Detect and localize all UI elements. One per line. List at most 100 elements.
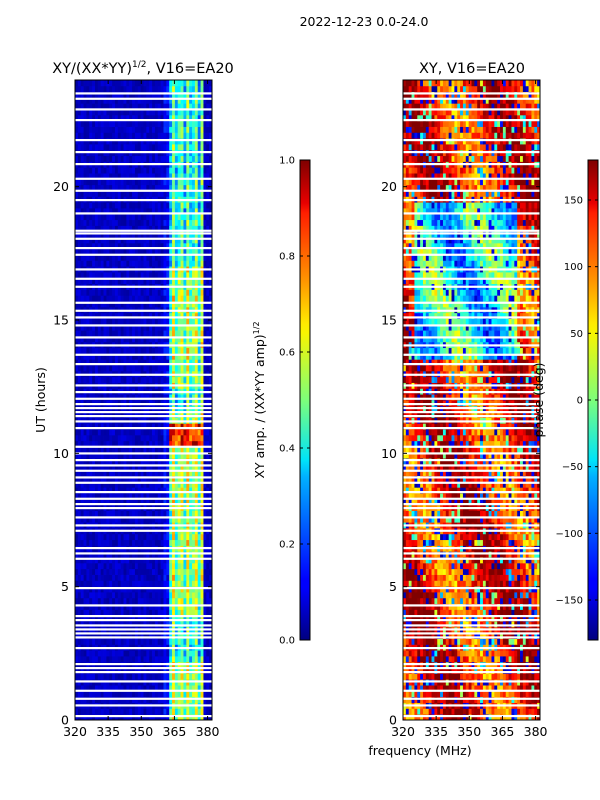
amplitude-heatmap-cell [97, 272, 102, 279]
amplitude-heatmap-cell [114, 464, 119, 471]
amplitude-heatmap-cell [192, 254, 196, 261]
amplitude-heatmap-cell [209, 714, 213, 721]
amplitude-heatmap-cell [132, 592, 136, 599]
amplitude-heatmap-cell [146, 539, 150, 546]
amplitude-heatmap-cell [160, 568, 164, 575]
amplitude-heatmap-cell [192, 155, 196, 162]
amplitude-heatmap-cell [169, 178, 173, 186]
amplitude-heatmap-cell [149, 498, 153, 506]
amplitude-heatmap-cell [169, 592, 173, 599]
amplitude-heatmap-cell [100, 586, 104, 593]
amplitude-heatmap-cell [77, 277, 82, 285]
amplitude-heatmap-cell [109, 312, 113, 319]
amplitude-heatmap-cell [117, 586, 122, 593]
amplitude-heatmap-cell [143, 167, 147, 174]
amplitude-heatmap-cell [177, 685, 181, 692]
amplitude-heatmap-cell [180, 562, 184, 570]
amplitude-heatmap-cell [86, 324, 90, 331]
amplitude-heatmap-cell [203, 411, 207, 418]
amplitude-heatmap-cell [146, 190, 150, 197]
amplitude-heatmap-cell [163, 336, 167, 343]
amplitude-heatmap-cell [200, 312, 204, 319]
amplitude-heatmap-cell [97, 114, 102, 122]
amplitude-heatmap-cell [177, 539, 181, 546]
amplitude-heatmap-cell [126, 336, 130, 343]
amplitude-heatmap-cell [163, 277, 167, 285]
amplitude-heatmap-cell [203, 580, 207, 587]
amplitude-heatmap-cell [114, 469, 119, 477]
amplitude-heatmap-cell [123, 440, 127, 447]
amplitude-heatmap-cell [194, 714, 199, 721]
amplitude-heatmap-cell [114, 533, 119, 541]
amplitude-heatmap-cell [203, 359, 207, 366]
amplitude-heatmap-cell [129, 638, 133, 645]
amplitude-heatmap-cell [103, 440, 107, 447]
amplitude-heatmap-cell [174, 568, 179, 575]
amplitude-heatmap-cell [206, 498, 210, 506]
amplitude-heatmap-cell [134, 539, 139, 546]
amplitude-heatmap-cell [117, 440, 122, 447]
amplitude-heatmap-cell [200, 498, 204, 506]
amplitude-heatmap-cell [209, 144, 213, 151]
amplitude-heatmap-cell [152, 178, 156, 186]
amplitude-heatmap-cell [83, 295, 87, 302]
amplitude-heatmap-cell [92, 592, 96, 599]
amplitude-heatmap-cell [83, 144, 87, 151]
amplitude-heatmap-cell [160, 376, 164, 383]
amplitude-heatmap-cell [100, 580, 104, 587]
amplitude-heatmap-cell [112, 603, 116, 610]
amplitude-heatmap-cell [180, 376, 184, 383]
amplitude-heatmap-cell [177, 458, 181, 465]
amplitude-heatmap-cell [106, 568, 110, 575]
amplitude-heatmap-cell [120, 533, 124, 541]
amplitude-heatmap-cell [183, 120, 187, 127]
amplitude-heatmap-cell [112, 574, 116, 581]
amplitude-heatmap-cell [86, 126, 90, 133]
amplitude-heatmap-cell [154, 225, 159, 232]
amplitude-heatmap-cell [163, 498, 167, 506]
amplitude-heatmap-cell [183, 394, 187, 401]
amplitude-heatmap-cell [140, 510, 144, 517]
amplitude-heatmap-cell [112, 667, 116, 674]
amplitude-heatmap-cell [157, 190, 162, 197]
amplitude-heatmap-cell [180, 126, 184, 133]
amplitude-heatmap-cell [169, 580, 173, 587]
amplitude-heatmap-cell [120, 260, 124, 267]
amplitude-heatmap-cell [192, 557, 196, 564]
amplitude-heatmap-cell [89, 237, 93, 244]
amplitude-heatmap-cell [149, 586, 153, 593]
amplitude-heatmap-cell [183, 481, 187, 488]
amplitude-heatmap-cell [149, 365, 153, 372]
amplitude-heatmap-cell [143, 173, 147, 180]
amplitude-heatmap-cell [189, 586, 193, 593]
amplitude-heatmap-cell [166, 656, 170, 663]
amplitude-heatmap-cell [157, 621, 162, 628]
amplitude-heatmap-cell [114, 714, 119, 721]
amplitude-heatmap-cell [174, 440, 179, 447]
amplitude-heatmap-cell [174, 533, 179, 541]
amplitude-heatmap-cell [92, 190, 96, 197]
amplitude-heatmap-cell [129, 592, 133, 599]
amplitude-heatmap-cell [149, 301, 153, 308]
amplitude-heatmap-cell [92, 673, 96, 680]
amplitude-heatmap-cell [77, 138, 82, 145]
amplitude-heatmap-cell [97, 365, 102, 372]
amplitude-heatmap-cell [94, 272, 99, 279]
amplitude-heatmap-cell [194, 248, 199, 255]
amplitude-heatmap-cell [183, 190, 187, 197]
amplitude-heatmap-cell [169, 376, 173, 383]
amplitude-heatmap-cell [100, 114, 104, 122]
amplitude-heatmap-cell [132, 126, 136, 133]
amplitude-heatmap-cell [120, 376, 124, 383]
amplitude-heatmap-cell [137, 184, 142, 191]
amplitude-heatmap-cell [143, 498, 147, 506]
amplitude-heatmap-cell [123, 254, 127, 261]
amplitude-heatmap-cell [106, 138, 110, 145]
amplitude-heatmap-cell [103, 446, 107, 453]
amplitude-heatmap-cell [194, 114, 199, 122]
amplitude-heatmap-cell [80, 685, 84, 692]
amplitude-heatmap-cell [126, 557, 130, 564]
amplitude-heatmap-cell [77, 190, 82, 197]
amplitude-heatmap-cell [174, 155, 179, 162]
amplitude-heatmap-cell [180, 202, 184, 209]
